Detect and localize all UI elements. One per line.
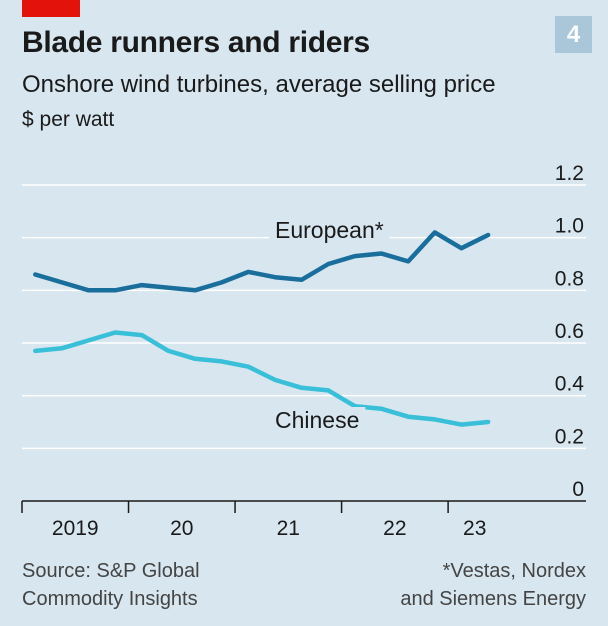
- european-series-label: European*: [275, 217, 384, 243]
- series-label-background: [269, 217, 390, 243]
- x-tick-label: 2019: [52, 517, 99, 540]
- y-tick-label: 1.2: [555, 162, 584, 185]
- source-line-2: Commodity Insights: [22, 588, 198, 610]
- chart-title: Blade runners and riders: [22, 26, 370, 59]
- y-tick-label: 0: [572, 478, 584, 501]
- y-axis-unit: $ per watt: [22, 108, 115, 131]
- chinese-series-label: Chinese: [275, 407, 359, 433]
- y-tick-label: 0.2: [555, 425, 584, 448]
- x-tick-label: 20: [170, 517, 193, 540]
- y-tick-label: 0.8: [555, 267, 584, 290]
- european-series-line: [33, 230, 491, 293]
- x-tick-label: 23: [463, 517, 486, 540]
- chart-number-badge: 4: [555, 16, 592, 53]
- series-label-background: [269, 407, 366, 433]
- chinese-series-line: [33, 330, 491, 427]
- footnote: *Vestas, Nordex and Siemens Energy: [400, 557, 586, 613]
- y-tick-label: 0.6: [555, 320, 584, 343]
- x-tick-label: 21: [277, 517, 300, 540]
- source-note: Source: S&P Global Commodity Insights: [22, 557, 200, 613]
- footnote-line-2: and Siemens Energy: [400, 588, 586, 610]
- brand-tag: [22, 0, 80, 17]
- y-tick-label: 1.0: [555, 215, 584, 238]
- footnote-line-1: *Vestas, Nordex: [442, 560, 586, 582]
- x-tick-label: 22: [383, 517, 406, 540]
- chart-subtitle: Onshore wind turbines, average selling p…: [22, 71, 496, 98]
- y-tick-label: 0.4: [555, 373, 585, 396]
- source-line-1: Source: S&P Global: [22, 560, 200, 582]
